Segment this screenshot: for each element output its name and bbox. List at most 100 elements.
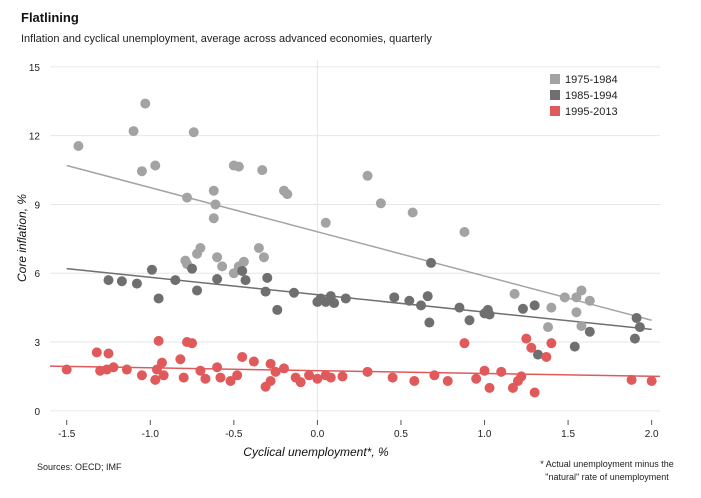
y-tick-label: 0 <box>34 407 40 418</box>
data-point <box>646 376 657 387</box>
x-tick-label: -0.5 <box>225 429 243 440</box>
data-point <box>260 286 271 297</box>
data-point <box>404 295 415 306</box>
data-point <box>210 199 221 210</box>
data-point <box>212 362 223 373</box>
data-point <box>546 338 557 349</box>
data-point <box>325 372 336 383</box>
data-point <box>187 338 198 349</box>
y-tick-label: 12 <box>29 132 41 143</box>
data-point <box>409 376 420 387</box>
data-point <box>248 356 259 367</box>
x-tick-label: 1.0 <box>478 429 492 440</box>
data-point <box>426 257 437 268</box>
data-point <box>464 315 475 326</box>
legend-swatch <box>550 90 560 100</box>
data-points <box>61 98 657 398</box>
trend-line <box>66 164 652 321</box>
y-tick-label: 9 <box>34 200 40 211</box>
data-point <box>91 347 102 358</box>
data-point <box>265 358 276 369</box>
data-point <box>484 382 495 393</box>
data-point <box>569 341 580 352</box>
data-point <box>559 292 570 303</box>
data-point <box>571 307 582 318</box>
data-point <box>626 374 637 385</box>
data-point <box>312 373 323 384</box>
data-point <box>212 252 223 263</box>
data-point <box>576 285 587 296</box>
data-point <box>429 370 440 381</box>
data-point <box>278 363 289 374</box>
data-point <box>225 376 236 387</box>
data-point <box>526 342 537 353</box>
data-point <box>375 198 386 209</box>
x-tick-label: -1.5 <box>58 429 76 440</box>
data-point <box>228 268 239 279</box>
data-point <box>192 248 203 259</box>
data-point <box>108 362 119 373</box>
data-point <box>362 170 373 181</box>
x-tick-label: -1.0 <box>142 429 160 440</box>
data-point <box>529 300 540 311</box>
legend-label: 1995-2013 <box>565 106 618 118</box>
data-point <box>73 140 84 151</box>
data-point <box>416 300 427 311</box>
data-point <box>151 364 162 375</box>
data-point <box>240 275 251 286</box>
data-point <box>131 278 142 289</box>
data-point <box>170 275 181 286</box>
data-point <box>521 333 532 344</box>
footnote-line: "natural" rate of unemployment <box>545 472 669 482</box>
y-axis-label: Core inflation, % <box>15 194 29 282</box>
x-axis-label: Cyclical unemployment*, % <box>243 445 389 459</box>
data-point <box>337 371 348 382</box>
data-point <box>136 370 147 381</box>
y-tick-label: 6 <box>34 269 40 280</box>
x-tick-label: 1.5 <box>561 429 575 440</box>
data-point <box>442 376 453 387</box>
data-point <box>208 185 219 196</box>
legend-label: 1985-1994 <box>565 90 618 102</box>
legend-label: 1975-1984 <box>565 74 618 86</box>
data-point <box>459 338 470 349</box>
data-point <box>517 303 528 314</box>
data-point <box>237 351 248 362</box>
chart-subtitle: Inflation and cyclical unemployment, ave… <box>21 33 432 45</box>
data-point <box>182 192 193 203</box>
data-point <box>146 264 157 275</box>
data-point <box>233 161 244 172</box>
data-point <box>265 376 276 387</box>
data-point <box>156 357 167 368</box>
data-point <box>471 373 482 384</box>
legend-swatch <box>550 106 560 116</box>
data-point <box>253 243 264 254</box>
data-point <box>516 371 527 382</box>
y-tick-label: 3 <box>34 338 40 349</box>
data-point <box>150 160 161 171</box>
data-point <box>272 304 283 315</box>
data-point <box>192 285 203 296</box>
x-tick-label: 2.0 <box>645 429 659 440</box>
data-point <box>270 366 281 377</box>
data-point <box>304 370 315 381</box>
data-point <box>459 226 470 237</box>
data-point <box>238 256 249 267</box>
data-point <box>340 293 351 304</box>
trend-lines <box>49 164 661 378</box>
x-tick-label: 0.5 <box>394 429 408 440</box>
chart-legend: 1975-1984 1985-1994 1995-2013 <box>550 74 618 118</box>
data-point <box>484 309 495 320</box>
data-point <box>140 98 151 109</box>
data-point <box>208 213 219 224</box>
data-point <box>150 374 161 385</box>
data-point <box>258 252 269 263</box>
data-point <box>195 365 206 376</box>
data-point <box>103 275 114 286</box>
data-point <box>629 333 640 344</box>
trend-line <box>49 365 661 378</box>
footnote-line: * Actual unemployment minus the <box>540 459 674 469</box>
legend-swatch <box>550 74 560 84</box>
data-point <box>237 265 248 276</box>
